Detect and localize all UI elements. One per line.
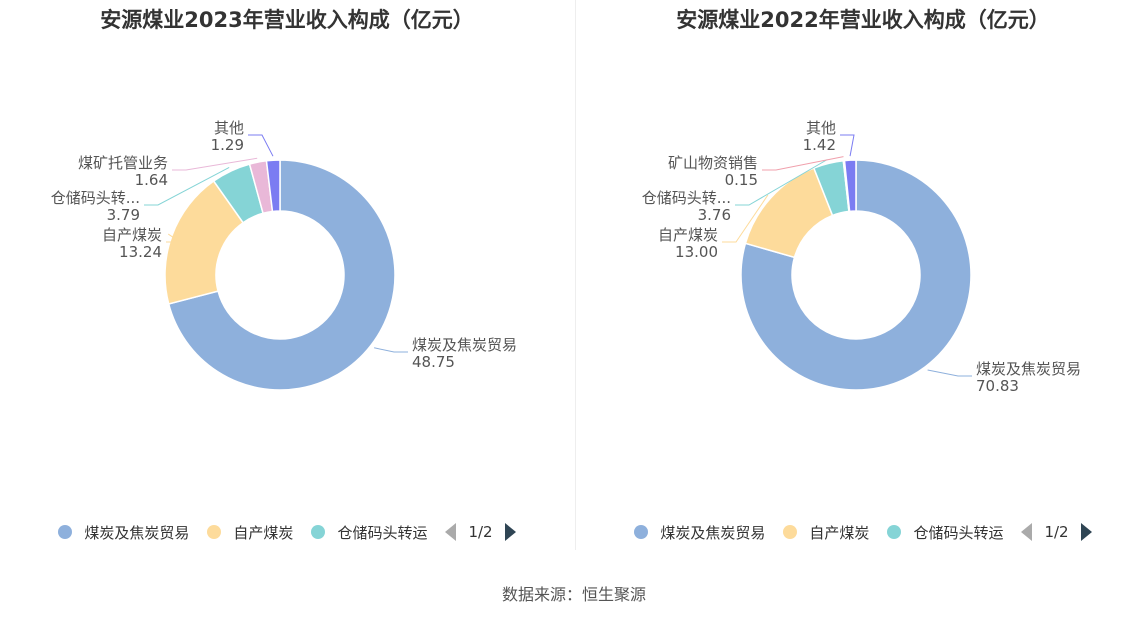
label-leader-line (374, 347, 408, 353)
slice-value-label: 3.76 (698, 206, 731, 224)
legend-label: 煤炭及焦炭贸易 (660, 523, 766, 542)
label-leader-line (762, 156, 844, 171)
slice-value-label: 1.29 (211, 136, 244, 154)
label-leader-line (172, 157, 258, 171)
slice-label: 其他 (806, 119, 836, 137)
pager-prev-icon[interactable] (1021, 523, 1033, 541)
pie-slice[interactable] (843, 159, 857, 213)
label-leader-line (248, 134, 274, 157)
data-source: 数据来源：恒生聚源 (501, 585, 646, 604)
legend-marker (634, 525, 649, 539)
slice-label: 自产煤炭 (658, 226, 718, 244)
slice-label: 矿山物资销售 (668, 154, 758, 172)
pager-text: 1/2 (468, 523, 493, 541)
label-leader-line (722, 194, 769, 243)
legend-pager: 1/2 (1021, 523, 1092, 541)
legend: 煤炭及焦炭贸易 自产煤炭 仓储码头转运 1/2 (576, 519, 1148, 545)
slice-value-label: 1.64 (135, 171, 168, 189)
pie-slice[interactable] (740, 159, 972, 391)
legend-item-storage-transfer[interactable]: 仓储码头转运 (311, 522, 427, 543)
legend-marker (207, 525, 222, 539)
slice-value-label: 0.15 (725, 171, 758, 189)
panel-divider (575, 0, 576, 550)
pager-next-icon[interactable] (1080, 523, 1092, 541)
label-leader-line (840, 134, 855, 157)
legend-label: 煤炭及焦炭贸易 (84, 523, 190, 542)
legend: 煤炭及焦炭贸易 自产煤炭 仓储码头转运 1/2 (0, 519, 574, 545)
legend-item-storage-transfer[interactable]: 仓储码头转运 (887, 522, 1003, 543)
chart-title: 安源煤业2023年营业收入构成（亿元） (100, 8, 474, 32)
chart-panel-2023: 安源煤业2023年营业收入构成（亿元） 煤炭及焦炭贸易 48.75 自产煤炭 13.2… (0, 0, 574, 560)
chart-panel-2022: 安源煤业2022年营业收入构成（亿元） 煤炭及焦炭贸易 70.83 自产煤炭 13.0… (576, 0, 1148, 560)
pager-text: 1/2 (1044, 523, 1069, 541)
slice-label: 其他 (214, 119, 244, 137)
label-leader-line (144, 166, 230, 206)
label-leader-line (166, 233, 182, 243)
slice-value-label: 13.24 (119, 243, 162, 261)
slice-value-label: 70.83 (976, 377, 1019, 395)
slice-label: 仓储码头转... (51, 189, 140, 207)
legend-item-own-coal[interactable]: 自产煤炭 (207, 522, 293, 543)
slice-label: 煤矿托管业务 (78, 154, 168, 172)
chart-title: 安源煤业2022年营业收入构成（亿元） (676, 8, 1050, 32)
legend-item-coal-trade[interactable]: 煤炭及焦炭贸易 (634, 522, 765, 543)
slice-label: 自产煤炭 (102, 226, 162, 244)
legend-pager: 1/2 (445, 523, 516, 541)
label-leader-line (927, 369, 972, 377)
legend-label: 仓储码头转运 (913, 523, 1004, 542)
legend-label: 自产煤炭 (809, 523, 870, 542)
pager-prev-icon[interactable] (445, 523, 457, 541)
legend-marker (783, 525, 798, 539)
slice-value-label: 13.00 (675, 243, 718, 261)
label-leader-line (735, 159, 828, 206)
legend-item-own-coal[interactable]: 自产煤炭 (783, 522, 869, 543)
legend-label: 自产煤炭 (233, 523, 294, 542)
pie-slice[interactable] (167, 159, 396, 391)
slice-value-label: 3.79 (107, 206, 140, 224)
pie-slice[interactable] (265, 159, 281, 213)
pager-next-icon[interactable] (504, 523, 516, 541)
slice-value-label: 1.42 (803, 136, 836, 154)
legend-label: 仓储码头转运 (337, 523, 428, 542)
legend-marker (58, 525, 73, 539)
slice-label: 煤炭及焦炭贸易 (976, 360, 1081, 378)
legend-marker (311, 525, 326, 539)
donut-chart-2023: 煤炭及焦炭贸易48.75自产煤炭13.24仓储码头转...3.79煤矿托管业务1… (51, 119, 517, 391)
slice-value-label: 48.75 (412, 353, 455, 371)
legend-item-coal-trade[interactable]: 煤炭及焦炭贸易 (58, 522, 189, 543)
slice-label: 煤炭及焦炭贸易 (412, 336, 517, 354)
legend-marker (887, 525, 902, 539)
slice-label: 仓储码头转... (642, 189, 731, 207)
